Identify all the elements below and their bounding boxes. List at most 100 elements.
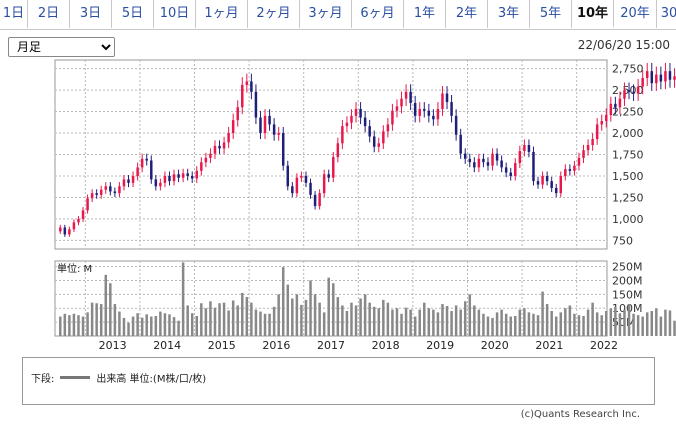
volume-bar bbox=[322, 312, 326, 336]
volume-bar bbox=[441, 304, 444, 336]
volume-bar bbox=[504, 313, 508, 336]
volume-bar bbox=[268, 313, 271, 336]
copyright-credit: (c)Quants Research Inc. bbox=[520, 409, 640, 420]
tab-9[interactable]: 1年 bbox=[404, 0, 446, 28]
candle-body bbox=[618, 98, 622, 108]
volume-bar bbox=[368, 302, 371, 336]
candle-body bbox=[104, 186, 108, 190]
volume-bar bbox=[495, 312, 499, 336]
volume-bar bbox=[595, 312, 599, 336]
tab-5[interactable]: 1ヶ月 bbox=[196, 0, 248, 28]
candle-body bbox=[63, 227, 67, 235]
volume-bar bbox=[463, 301, 467, 336]
x-tick-label: 2016 bbox=[262, 339, 290, 350]
volume-tick-label: 200M bbox=[612, 274, 643, 287]
tab-15[interactable]: 30年 bbox=[660, 6, 676, 21]
candle-body bbox=[441, 93, 444, 109]
candle-body bbox=[454, 115, 458, 135]
volume-bar bbox=[68, 315, 71, 336]
volume-bar bbox=[109, 283, 112, 336]
tab-8[interactable]: 6ヶ月 bbox=[352, 0, 404, 28]
candle-body bbox=[177, 174, 180, 178]
candle-period-select[interactable]: 月足 bbox=[8, 37, 115, 57]
candle-body bbox=[345, 122, 349, 127]
volume-bar bbox=[605, 311, 608, 336]
volume-bar bbox=[386, 302, 390, 336]
volume-bar bbox=[527, 312, 531, 336]
volume-unit-label: 単位: M bbox=[57, 262, 92, 275]
tab-10[interactable]: 2年 bbox=[446, 0, 488, 28]
candle-body bbox=[122, 179, 126, 187]
volume-bar bbox=[81, 316, 85, 336]
volume-bar bbox=[409, 309, 412, 336]
tab-3[interactable]: 5日 bbox=[112, 0, 154, 28]
volume-bar bbox=[327, 277, 330, 336]
volume-bar bbox=[445, 306, 449, 336]
candle-body bbox=[627, 90, 631, 92]
candle-body bbox=[632, 91, 635, 94]
candle-body bbox=[77, 218, 80, 223]
tab-0[interactable]: 1日 bbox=[0, 0, 28, 28]
volume-bar bbox=[632, 313, 635, 336]
tab-1[interactable]: 2日 bbox=[28, 0, 70, 28]
tab-2[interactable]: 3日 bbox=[70, 0, 112, 28]
volume-bar bbox=[641, 316, 644, 336]
candle-body bbox=[659, 74, 663, 82]
volume-bar bbox=[136, 313, 139, 336]
volume-bar bbox=[436, 312, 440, 336]
volume-bar bbox=[536, 315, 540, 336]
volume-bar bbox=[277, 294, 280, 336]
candle-body bbox=[509, 172, 512, 176]
tab-11[interactable]: 3年 bbox=[488, 0, 530, 28]
tab-14[interactable]: 20年 bbox=[614, 0, 657, 28]
candle-body bbox=[327, 174, 330, 178]
tab-13[interactable]: 10年 bbox=[572, 0, 614, 28]
candle-body bbox=[463, 153, 467, 159]
tab-7[interactable]: 3ヶ月 bbox=[300, 0, 352, 28]
volume-bar bbox=[59, 316, 62, 336]
volume-bar bbox=[586, 309, 590, 336]
price-tick-label: 1,750 bbox=[612, 149, 644, 162]
volume-bar bbox=[509, 316, 512, 336]
volume-bar bbox=[564, 308, 567, 336]
candle-body bbox=[650, 71, 654, 84]
candle-body bbox=[423, 108, 426, 111]
candle-body bbox=[254, 91, 258, 118]
candle-body bbox=[595, 124, 599, 140]
volume-bar bbox=[90, 302, 94, 336]
volume-bar bbox=[655, 308, 658, 336]
volume-bar bbox=[77, 315, 80, 336]
volume-bar bbox=[236, 305, 239, 336]
candle-body bbox=[577, 157, 581, 166]
chart-timestamp: 22/06/20 15:00 bbox=[577, 38, 670, 52]
candle-body bbox=[586, 145, 590, 151]
volume-bar bbox=[573, 313, 576, 336]
candle-body bbox=[559, 175, 563, 194]
price-tick-label: 2,250 bbox=[612, 106, 644, 119]
candle-body bbox=[518, 151, 522, 164]
tab-4[interactable]: 10日 bbox=[154, 0, 196, 28]
volume-bar bbox=[245, 297, 249, 336]
tab-6[interactable]: 2ヶ月 bbox=[248, 0, 300, 28]
candle-body bbox=[359, 108, 362, 118]
volume-bar bbox=[636, 315, 640, 336]
candle-body bbox=[231, 120, 235, 134]
candle-body bbox=[395, 106, 399, 111]
volume-bar bbox=[118, 311, 121, 336]
candle-body bbox=[400, 98, 403, 107]
candle-body bbox=[664, 71, 667, 82]
candle-body bbox=[272, 124, 276, 135]
volume-bar bbox=[263, 313, 267, 336]
volume-bar bbox=[104, 274, 108, 336]
tab-12[interactable]: 5年 bbox=[530, 0, 572, 28]
candle-body bbox=[372, 136, 376, 147]
candle-body bbox=[222, 142, 226, 149]
candle-body bbox=[600, 120, 603, 125]
candle-body bbox=[268, 115, 271, 125]
candle-body bbox=[195, 170, 199, 179]
volume-bar bbox=[272, 306, 276, 336]
candle-body bbox=[363, 117, 367, 127]
volume-bar bbox=[195, 316, 199, 336]
candle-body bbox=[318, 193, 321, 207]
candle-body bbox=[90, 193, 94, 199]
